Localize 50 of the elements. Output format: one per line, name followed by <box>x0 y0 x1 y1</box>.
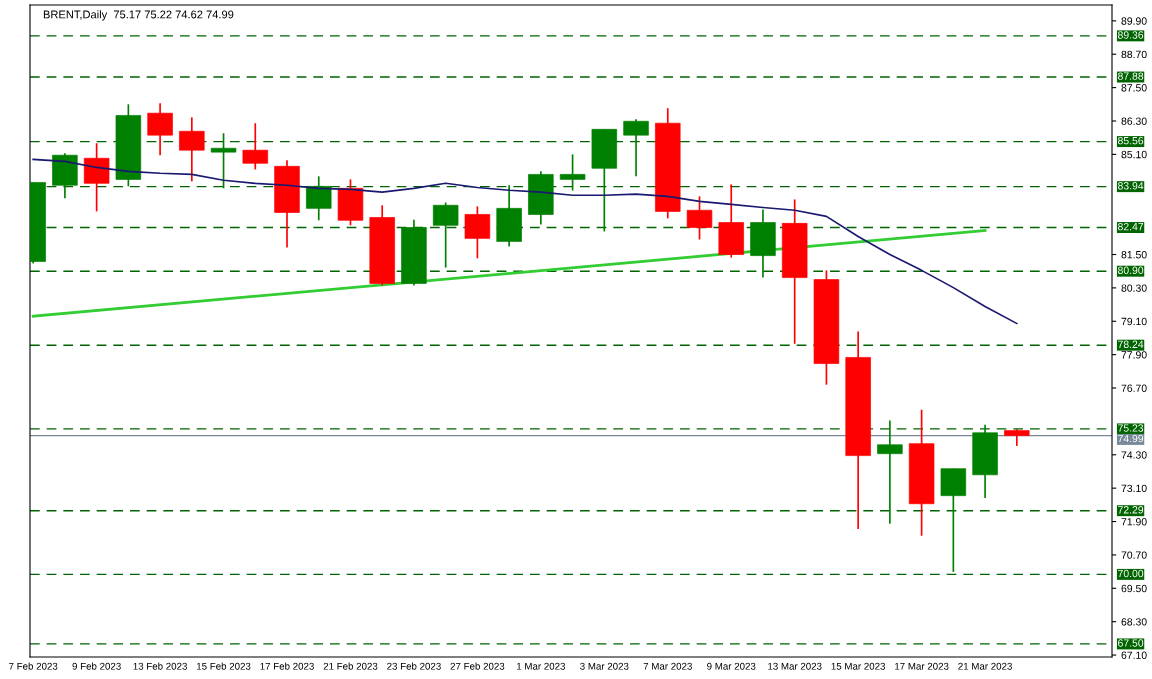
y-tick-label: 86.30 <box>1121 117 1147 125</box>
ref-line-label: 80.90 <box>1118 266 1144 274</box>
x-tick-label: 23 Feb 2023 <box>387 662 441 670</box>
x-tick-label: 9 Feb 2023 <box>72 662 121 670</box>
ref-line-label: 72.29 <box>1118 506 1144 514</box>
chart-title: BRENT,Daily 75.17 75.22 74.62 74.99 <box>43 10 234 21</box>
x-tick-label: 15 Feb 2023 <box>197 662 251 670</box>
x-tick-label: 3 Mar 2023 <box>580 662 629 670</box>
x-tick-label: 27 Feb 2023 <box>450 662 505 670</box>
y-tick-label: 69.50 <box>1121 584 1147 593</box>
x-tick-label: 15 Mar 2023 <box>831 662 886 670</box>
y-tick-label: 70.70 <box>1121 551 1147 559</box>
ref-line-label: 89.36 <box>1118 31 1144 39</box>
y-tick-label: 88.70 <box>1121 50 1147 59</box>
y-tick-label: 67.10 <box>1121 651 1147 659</box>
candlestick <box>877 419 903 525</box>
ref-line-label: 82.47 <box>1118 222 1144 231</box>
y-tick-label: 89.90 <box>1121 17 1147 25</box>
y-tick-label: 74.30 <box>1121 451 1147 459</box>
line-series <box>32 158 1018 325</box>
x-tick-label: 7 Mar 2023 <box>643 662 692 670</box>
y-tick-label: 79.10 <box>1121 317 1147 326</box>
y-tick-label: 85.10 <box>1121 150 1147 159</box>
x-tick-label: 21 Feb 2023 <box>323 662 378 670</box>
y-tick-label: 76.70 <box>1121 384 1147 392</box>
ref-line-label: 74.99 <box>1118 434 1144 443</box>
y-tick-label: 77.90 <box>1121 351 1147 359</box>
candlestick <box>559 153 586 192</box>
x-tick-label: 13 Mar 2023 <box>768 662 822 670</box>
y-tick-label: 87.50 <box>1121 84 1147 92</box>
x-tick-label: 1 Mar 2023 <box>517 662 566 670</box>
x-tick-label: 17 Feb 2023 <box>260 662 314 670</box>
y-tick-label: 81.50 <box>1121 251 1147 259</box>
ref-line-label: 78.24 <box>1118 340 1144 348</box>
ref-line-label: 85.56 <box>1118 137 1144 145</box>
ref-line-label: 75.23 <box>1118 424 1144 432</box>
y-tick-label: 73.10 <box>1121 484 1147 493</box>
x-tick-label: 21 Mar 2023 <box>958 662 1012 670</box>
x-tick-label: 13 Feb 2023 <box>133 662 187 670</box>
ref-line-label: 87.88 <box>1118 72 1144 80</box>
x-tick-label: 7 Feb 2023 <box>9 662 58 670</box>
ref-line-label: 83.94 <box>1118 182 1144 190</box>
x-tick-label: 9 Mar 2023 <box>707 662 756 670</box>
y-tick-label: 68.30 <box>1121 618 1147 626</box>
ref-line-label: 70.00 <box>1118 569 1144 578</box>
y-tick-label: 80.30 <box>1121 284 1147 292</box>
ref-line-label: 67.50 <box>1118 639 1144 647</box>
candlestick <box>210 132 237 190</box>
y-tick-label: 71.90 <box>1121 518 1147 526</box>
x-tick-label: 17 Mar 2023 <box>895 662 949 670</box>
